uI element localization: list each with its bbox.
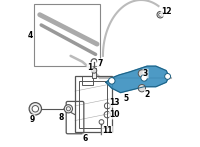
- Bar: [92, 68, 96, 78]
- Text: 7: 7: [97, 59, 103, 68]
- Circle shape: [165, 74, 171, 79]
- Text: 12: 12: [161, 7, 171, 16]
- Text: 4: 4: [28, 31, 33, 40]
- Text: 1: 1: [87, 63, 92, 72]
- Circle shape: [109, 78, 115, 84]
- Text: 9: 9: [30, 115, 35, 124]
- Circle shape: [91, 68, 97, 73]
- Circle shape: [141, 75, 147, 81]
- Bar: [34, 4, 100, 66]
- Circle shape: [64, 105, 73, 113]
- Bar: [75, 76, 112, 132]
- Polygon shape: [106, 66, 169, 93]
- Text: 5: 5: [124, 94, 129, 103]
- Text: 2: 2: [144, 90, 150, 99]
- Text: 11: 11: [102, 126, 113, 135]
- Circle shape: [29, 103, 41, 115]
- Circle shape: [138, 85, 146, 92]
- Text: 8: 8: [58, 113, 64, 122]
- Bar: [79, 81, 107, 128]
- Circle shape: [138, 70, 146, 77]
- Bar: [82, 76, 93, 85]
- Text: 3: 3: [143, 69, 148, 78]
- Circle shape: [32, 106, 39, 112]
- Text: 13: 13: [109, 98, 120, 107]
- Text: 10: 10: [109, 110, 120, 119]
- Text: 6: 6: [83, 134, 88, 143]
